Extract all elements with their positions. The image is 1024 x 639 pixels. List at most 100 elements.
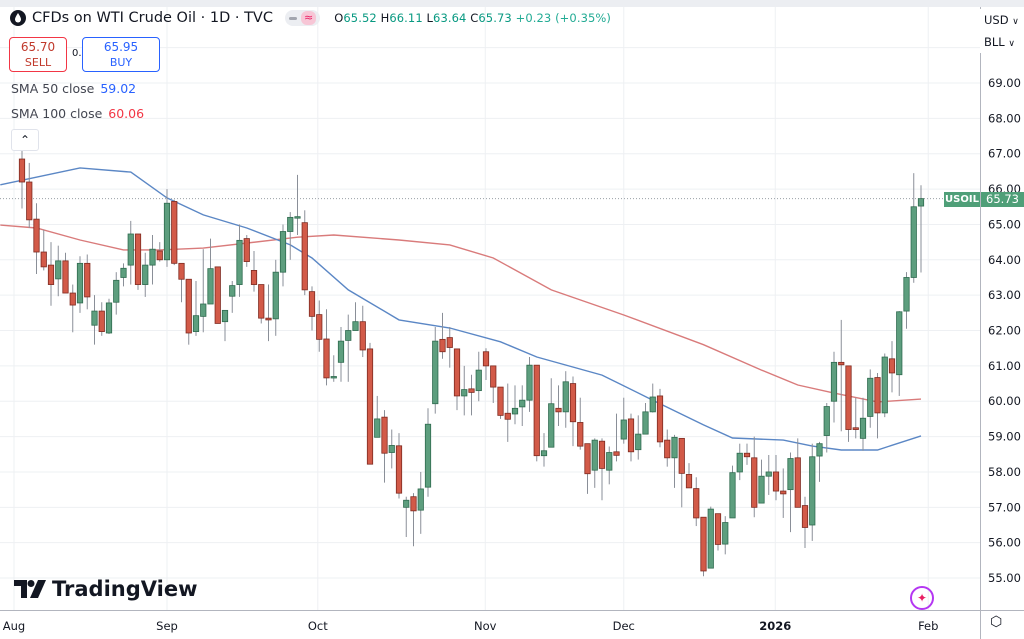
candle-up	[287, 216, 294, 232]
candle-up	[330, 376, 337, 379]
candle-up	[163, 202, 171, 261]
y-tick-label: 68.00	[988, 111, 1021, 125]
candle-down	[62, 260, 69, 294]
candle-up	[272, 271, 279, 320]
candle-up	[881, 356, 888, 414]
candle-down	[258, 284, 265, 319]
candle-up	[809, 456, 816, 526]
candle-down	[178, 262, 185, 280]
candle-down	[497, 386, 504, 416]
candle-up	[787, 458, 794, 491]
sma100-line	[0, 224, 922, 403]
y-tick-label: 69.00	[988, 76, 1021, 90]
axis-controls: USD ∨ BLL ∨	[980, 9, 1020, 53]
chevron-down-icon: ∨	[1012, 17, 1019, 27]
y-tick-label: 56.00	[988, 536, 1021, 550]
candle-up	[432, 340, 439, 405]
candle-down	[845, 365, 852, 430]
candle-up	[707, 508, 714, 569]
candle-down	[265, 317, 272, 321]
unit-select[interactable]: BLL ∨	[980, 31, 1020, 53]
candle-down	[359, 321, 366, 351]
candle-down	[171, 201, 178, 264]
candle-up	[374, 418, 381, 438]
sma100-value: 60.06	[108, 106, 145, 121]
candle-down	[468, 388, 475, 393]
candle-down	[838, 361, 845, 366]
candle-down	[801, 505, 809, 528]
settings-icon[interactable]: ⬡	[990, 614, 1003, 630]
buy-button[interactable]: 65.95 BUY	[82, 37, 160, 72]
candle-down	[482, 351, 490, 367]
candle-up	[635, 433, 642, 451]
candle-up	[337, 340, 345, 363]
symbol-title[interactable]: CFDs on WTI Crude Oil · 1D · TVC	[32, 10, 273, 26]
x-tick-label: Nov	[474, 619, 497, 633]
y-tick-label: 57.00	[988, 500, 1021, 514]
candle-down	[598, 440, 606, 469]
candle-up	[236, 239, 243, 285]
candle-down	[18, 158, 26, 183]
candle-down	[395, 445, 403, 494]
last-price-label: 65.73	[981, 192, 1024, 207]
candle-down	[743, 452, 751, 458]
sparkle-icon[interactable]: ✦	[910, 586, 934, 610]
candle-down	[134, 233, 142, 285]
candle-down	[504, 412, 511, 420]
buy-label: BUY	[109, 56, 133, 69]
legend-sma100[interactable]: SMA 100 close 60.06	[11, 106, 144, 121]
candle-down	[780, 490, 787, 495]
candle-up	[192, 315, 200, 332]
symbol-tag: USOIL	[944, 192, 980, 207]
buy-price: 65.95	[103, 40, 139, 54]
candle-up	[671, 436, 678, 459]
candle-down	[366, 348, 374, 465]
candle-up	[867, 377, 874, 417]
x-tick-label: Aug	[3, 619, 25, 633]
candle-down	[772, 471, 780, 492]
candle-up	[910, 206, 917, 278]
ohlc-values: O65.52 H66.11 L63.64 C65.73 +0.23 (+0.35…	[334, 11, 612, 25]
candle-up	[475, 369, 482, 392]
candle-down	[685, 474, 693, 489]
candle-up	[352, 321, 359, 331]
candle-down	[84, 262, 91, 298]
candle-up	[606, 452, 613, 471]
candle-up	[511, 407, 519, 415]
candle-down	[410, 496, 417, 512]
y-tick-label: 67.00	[988, 147, 1021, 161]
candle-down	[700, 516, 707, 572]
legend-sma50[interactable]: SMA 50 close 59.02	[11, 81, 136, 96]
candle-down	[584, 443, 591, 475]
candle-down	[533, 364, 540, 457]
candle-up	[519, 399, 526, 408]
candle-up	[345, 330, 352, 341]
candle-down	[555, 407, 562, 413]
candle-up	[55, 260, 62, 280]
candle-up	[758, 475, 765, 504]
candle-down	[714, 513, 722, 545]
collapse-legend-button[interactable]: ⌃	[11, 129, 39, 151]
candle-up	[816, 443, 823, 457]
candle-up	[229, 285, 236, 297]
tradingview-logo[interactable]: TradingView	[14, 577, 197, 601]
status-pill[interactable]: ≈	[284, 10, 321, 26]
high-value: 66.11	[389, 11, 423, 25]
brand-name: TradingView	[52, 577, 198, 601]
candle-up	[294, 216, 301, 219]
candle-up	[127, 233, 134, 266]
candle-up	[540, 450, 548, 457]
sell-button[interactable]: 65.70 SELL	[9, 37, 67, 72]
candle-up	[221, 309, 229, 323]
candle-down	[301, 222, 308, 291]
candle-down	[613, 451, 620, 456]
candle-up	[142, 264, 149, 285]
sma50-line	[0, 167, 922, 451]
candle-up	[896, 311, 903, 376]
candle-up	[722, 522, 729, 545]
chart-header: CFDs on WTI Crude Oil · 1D · TVC ≈ O65.5…	[10, 10, 611, 26]
candle-up	[91, 310, 98, 326]
y-tick-label: 63.00	[988, 288, 1021, 302]
currency-select[interactable]: USD ∨	[980, 9, 1020, 31]
